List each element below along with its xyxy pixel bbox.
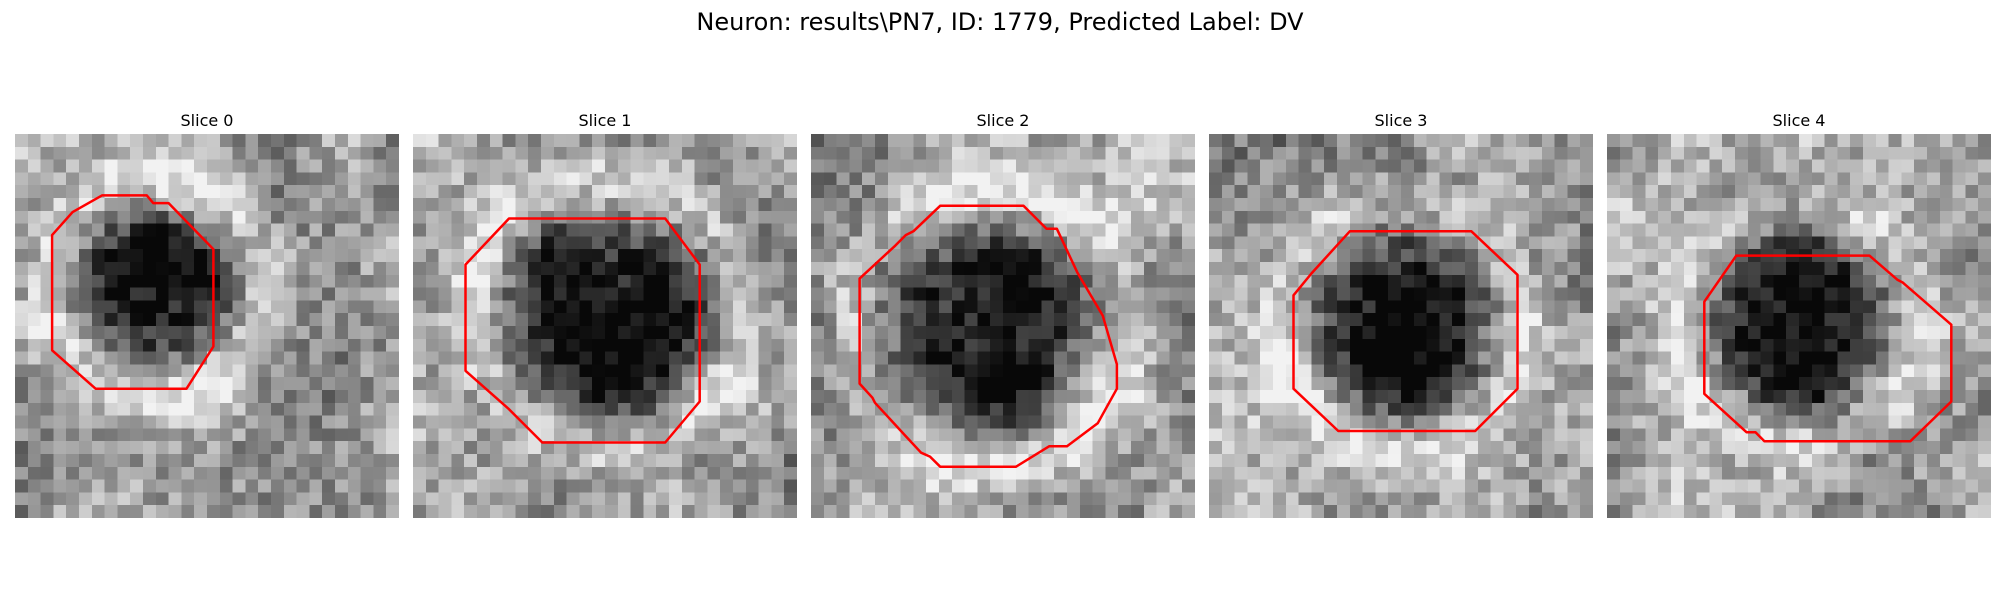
slice-title-2: Slice 2 [811,108,1195,134]
slice-panel-2: Slice 2 [811,108,1195,518]
slice-panel-0: Slice 0 [15,108,399,518]
slice-image-3 [1209,134,1593,518]
slice-title-1: Slice 1 [413,108,797,134]
slice-panel-4: Slice 4 [1607,108,1991,518]
slice-image-4 [1607,134,1991,518]
figure-title: Neuron: results\PN7, ID: 1779, Predicted… [0,6,2000,38]
slice-title-0: Slice 0 [15,108,399,134]
slice-image-2 [811,134,1195,518]
slice-image-0 [15,134,399,518]
slice-image-1 [413,134,797,518]
slice-panel-3: Slice 3 [1209,108,1593,518]
slice-panel-1: Slice 1 [413,108,797,518]
slice-title-4: Slice 4 [1607,108,1991,134]
slice-title-3: Slice 3 [1209,108,1593,134]
